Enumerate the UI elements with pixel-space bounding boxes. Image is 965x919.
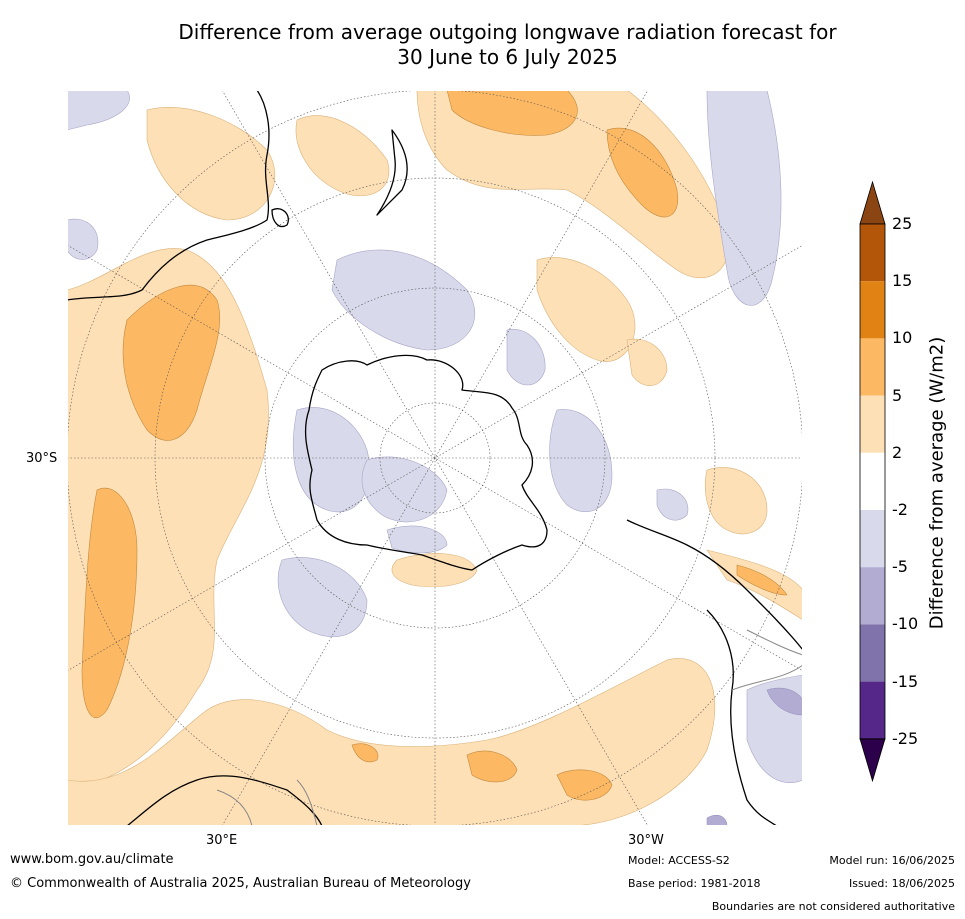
colorbar-tick-label: -2 — [892, 500, 908, 519]
new-zealand-coast — [376, 129, 408, 216]
colorbar-tick-label: -25 — [892, 728, 919, 748]
title-line-2: 30 June to 6 July 2025 — [397, 45, 618, 69]
title-line-1: Difference from average outgoing longwav… — [178, 20, 837, 44]
copyright-text: © Commonwealth of Australia 2025, Austra… — [10, 876, 471, 891]
colorbar-title: Difference from average (W/m2) — [926, 336, 948, 630]
africa-coast — [126, 775, 323, 826]
antarctica-coast — [304, 354, 548, 571]
colorbar-swatch — [860, 395, 885, 453]
colorbar-tick-label: 5 — [892, 385, 903, 405]
colorbar-tick-label: 25 — [892, 214, 913, 233]
issued-date: Issued: 18/06/2025 — [848, 877, 955, 890]
colorbar-swatch — [860, 624, 885, 682]
colorbar-swatch — [860, 338, 885, 396]
model-name: Model: ACCESS-S2 — [628, 854, 730, 867]
colorbar-tick-label: 10 — [892, 328, 913, 348]
coastlines — [67, 90, 803, 826]
negative-anomaly-light — [67, 90, 803, 783]
anomaly-map — [67, 90, 803, 826]
colorbar-tick-label: 15 — [892, 271, 913, 291]
colorbar-swatch — [860, 452, 885, 510]
boundary-disclaimer: Boundaries are not considered authoritat… — [711, 900, 955, 913]
colorbar-extend-max — [859, 180, 886, 225]
base-period: Base period: 1981-2018 — [628, 877, 761, 890]
colorbar-swatch — [860, 224, 885, 282]
website-link[interactable]: www.bom.gov.au/climate — [10, 852, 174, 867]
latitude-label-30s: 30°S — [26, 451, 58, 466]
south-america-coast — [626, 519, 803, 826]
model-run-date: Model run: 16/06/2025 — [829, 854, 955, 867]
colorbar-tick-label: -10 — [892, 614, 919, 634]
longitude-label-30e: 30°E — [206, 833, 238, 848]
graticule — [67, 90, 803, 826]
colorbar-swatch — [860, 510, 885, 568]
negative-anomaly-medium — [706, 687, 803, 826]
colorbar-swatch — [860, 681, 885, 739]
tasmania-coast — [271, 208, 289, 228]
longitude-label-30w: 30°W — [628, 833, 664, 848]
colorbar-swatch — [860, 567, 885, 625]
colorbar-tick-label: 2 — [892, 442, 903, 462]
australia-coast — [67, 90, 270, 301]
colorbar-extend-min — [859, 738, 886, 783]
map-title: Difference from average outgoing longwav… — [0, 20, 965, 70]
colorbar-tick-label: -15 — [892, 671, 919, 691]
country-borders — [216, 629, 803, 826]
colorbar-tick-label: -5 — [892, 557, 908, 577]
colorbar-swatch — [860, 281, 885, 339]
positive-anomaly-medium — [81, 90, 788, 801]
